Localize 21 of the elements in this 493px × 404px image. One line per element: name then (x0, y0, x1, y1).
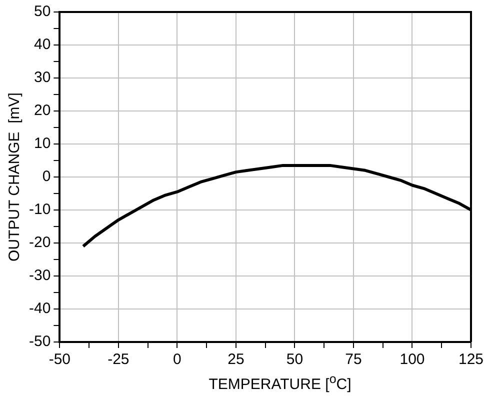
x-axis-title: TEMPERATURE [$^{o}$C] (208, 372, 352, 393)
y-tick-label: -10 (28, 201, 51, 218)
x-tick-label: 25 (228, 351, 244, 368)
y-tick-label: -40 (28, 300, 51, 318)
x-tick-label: 125 (458, 351, 484, 368)
x-tick-label: 75 (345, 351, 362, 368)
y-tick-label: 0 (42, 168, 51, 186)
x-tick-label: 50 (286, 351, 304, 368)
x-tick-label: -50 (48, 351, 71, 368)
y-tick-label: 50 (34, 3, 51, 20)
x-tick-label: -25 (108, 351, 130, 368)
y-tick-label: -20 (28, 234, 51, 252)
y-axis-title: OUTPUT CHANGE [mV] (6, 92, 24, 262)
y-tick-label: 40 (34, 36, 51, 54)
x-tick-label: 100 (400, 351, 425, 368)
y-tick-label: 20 (34, 102, 51, 120)
y-tick-label: 10 (34, 135, 51, 152)
x-tick-label: 0 (173, 351, 182, 368)
y-tick-label: -30 (28, 267, 51, 284)
y-tick-label: 30 (34, 69, 51, 86)
y-tick-label: -50 (28, 333, 51, 350)
